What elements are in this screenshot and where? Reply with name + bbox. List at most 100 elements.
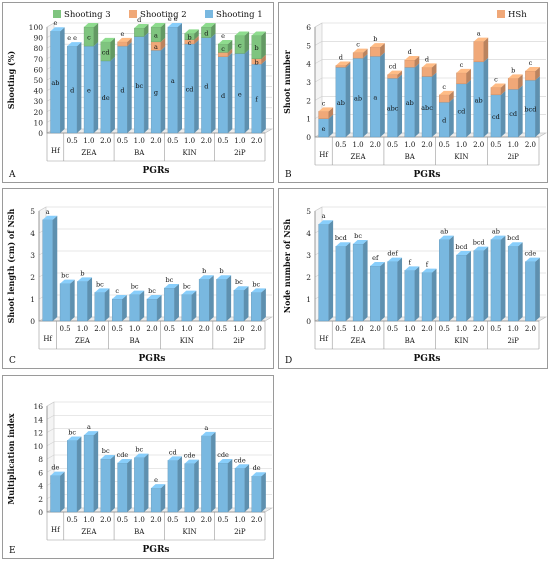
group-label: KIN: [180, 337, 194, 345]
x-tick-label: 0.5: [117, 137, 128, 145]
gridline: [38, 206, 272, 212]
bar-top: [473, 37, 489, 42]
data-label: bcd: [473, 239, 485, 247]
data-label: ab: [354, 95, 362, 103]
data-label: bcd: [455, 243, 467, 251]
data-label: c: [460, 61, 464, 69]
bar-side: [226, 275, 232, 321]
data-label: f: [426, 261, 429, 269]
y-tick-label: 4: [30, 229, 35, 238]
data-label: c: [494, 76, 498, 84]
data-label: f: [255, 96, 258, 104]
bar-side: [244, 464, 250, 512]
bar-side: [483, 57, 489, 138]
bar-side: [93, 23, 99, 47]
bar-side: [466, 251, 471, 321]
bar-side: [414, 266, 420, 321]
bar-top: [370, 43, 385, 48]
bar-top: [100, 37, 115, 42]
y-tick-label: 4: [38, 482, 43, 491]
gridline: [46, 454, 272, 460]
x-tick-label: 2.0: [525, 141, 536, 149]
bar-side: [160, 484, 166, 512]
data-label: e: [87, 87, 91, 95]
data-label: d: [442, 117, 446, 125]
bar-side: [431, 72, 437, 137]
data-label: d: [204, 29, 208, 37]
gridline: [46, 414, 272, 420]
y-tick-label: 40: [33, 87, 43, 96]
bar-side: [261, 54, 266, 65]
x-tick-label: 1.0: [233, 325, 244, 333]
bar-side: [345, 61, 351, 68]
bar-side: [93, 42, 99, 133]
x-tick-label: 1.0: [353, 141, 364, 149]
data-label: c: [221, 45, 225, 53]
bar-top: [67, 42, 82, 47]
bar-top: [84, 431, 99, 436]
bar-value: [234, 468, 245, 513]
data-label: a: [154, 43, 158, 51]
bar-side: [363, 48, 368, 59]
y-tick-label: 14: [33, 415, 43, 424]
data-label: c: [322, 99, 326, 107]
bar-side: [104, 288, 110, 321]
bar-side: [110, 455, 115, 512]
y-tick-label: 5: [306, 207, 311, 216]
legend-entry: Shooting 3: [64, 10, 111, 20]
data-label: bc: [135, 82, 143, 90]
bar-top: [199, 275, 214, 280]
bar-top: [42, 215, 58, 220]
bar-side: [144, 453, 149, 512]
bar-side: [60, 27, 65, 134]
data-label: cde: [525, 250, 537, 258]
bar-hsh: [352, 52, 364, 59]
bar-value: [167, 460, 178, 513]
chart-panel-d: 0 1 2 3 4 5 a bcd bc ef def f f ab bcd bcd ab bcd cde 0.5 1.…: [278, 188, 548, 369]
gridline: [314, 77, 546, 83]
bar-value: [94, 292, 106, 322]
bar-hsh: [473, 41, 484, 63]
bar-top: [216, 275, 232, 280]
data-label: d: [204, 82, 208, 90]
gridline: [46, 467, 272, 473]
gridline: [38, 250, 272, 256]
group-label: KIN: [182, 528, 196, 536]
x-tick-label: 0.5: [490, 141, 501, 149]
bar-top: [335, 242, 351, 247]
data-label: a: [154, 31, 158, 39]
x-tick-label: 2.0: [100, 516, 111, 524]
bar-top: [129, 290, 145, 295]
bar-side: [160, 23, 166, 42]
bar-top: [151, 23, 166, 27]
y-tick-label: 2: [306, 273, 311, 282]
y-tick-label: 90: [33, 34, 43, 43]
data-label: e: [121, 30, 125, 38]
bar-top: [84, 23, 99, 27]
bar-value: [216, 278, 227, 322]
bar-top: [201, 23, 216, 27]
x-tick-label: 2.0: [94, 325, 105, 333]
bar-value: [77, 281, 88, 322]
data-label: e: [53, 19, 57, 27]
bar-side: [70, 279, 75, 321]
bar-value: [251, 476, 262, 513]
bar-side: [500, 83, 506, 95]
y-tick-label: 1: [30, 295, 35, 304]
data-label: de: [102, 94, 110, 102]
bar-side: [60, 471, 65, 512]
x-tick-label: 1.0: [184, 137, 195, 145]
data-label: cde: [184, 452, 196, 460]
data-label: bc: [165, 276, 173, 284]
y-tick-label: 5: [30, 207, 35, 216]
data-label: cde: [234, 456, 246, 464]
bar-top: [112, 295, 127, 299]
legend-entry: Shooting 2: [140, 10, 187, 20]
y-tick-label: 3: [30, 251, 35, 260]
bar-top: [77, 277, 93, 282]
bar-hsh: [370, 46, 381, 57]
bar-value: [146, 298, 158, 322]
bar-side: [122, 295, 127, 321]
bar-side: [160, 46, 166, 133]
y-tick-label: 3: [306, 78, 311, 87]
